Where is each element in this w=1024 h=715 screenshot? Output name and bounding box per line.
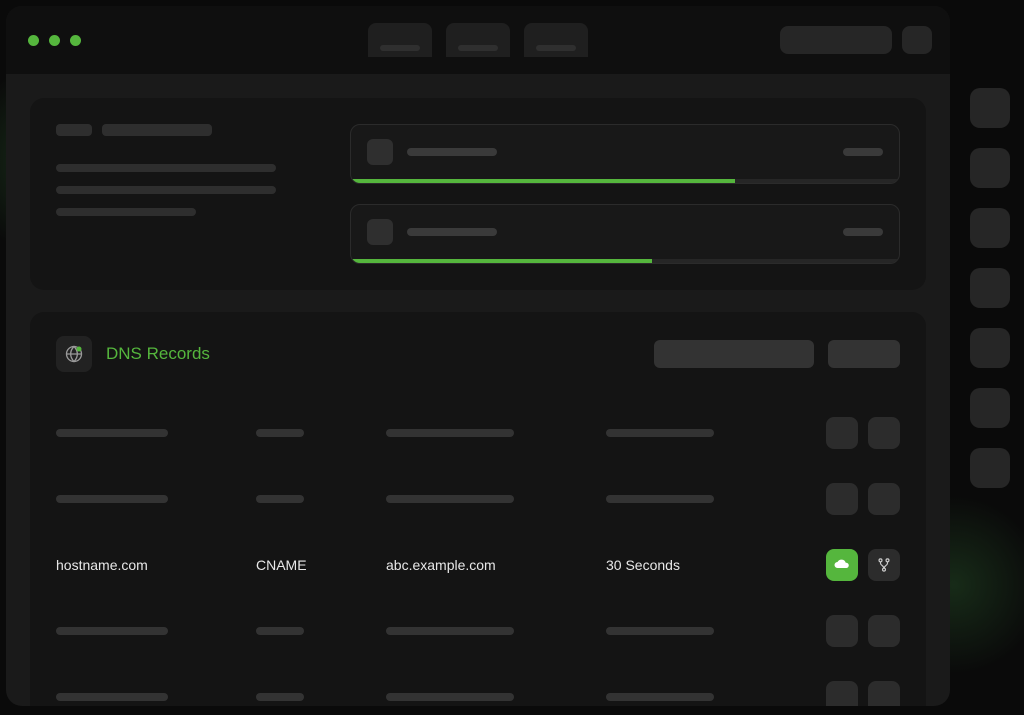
tab[interactable] xyxy=(446,23,510,57)
progress-fill xyxy=(351,179,735,183)
row-action-1[interactable] xyxy=(826,615,858,647)
row-action-1[interactable] xyxy=(826,417,858,449)
sidebar-button[interactable] xyxy=(970,148,1010,188)
tab[interactable] xyxy=(368,23,432,57)
right-sidebar xyxy=(956,6,1024,706)
table-row xyxy=(56,598,900,664)
cell-type: CNAME xyxy=(256,557,386,573)
sidebar-button[interactable] xyxy=(970,208,1010,248)
sidebar-button[interactable] xyxy=(970,388,1010,428)
summary-line-1 xyxy=(56,164,276,172)
progress-card[interactable] xyxy=(350,124,900,184)
dns-header: DNS Records xyxy=(56,336,900,372)
app-window: DNS Records hostname.com CNAME xyxy=(6,6,950,706)
row-action-2[interactable] xyxy=(868,681,900,706)
summary-line-2 xyxy=(56,186,276,194)
row-action-2[interactable] xyxy=(868,483,900,515)
cell-ttl: 30 Seconds xyxy=(606,557,766,573)
dns-header-button[interactable] xyxy=(828,340,900,368)
card-label xyxy=(407,148,497,156)
card-value xyxy=(843,148,883,156)
maximize-dot[interactable] xyxy=(70,35,81,46)
card-icon xyxy=(367,139,393,165)
cell-type xyxy=(256,429,304,437)
titlebar-control-wide[interactable] xyxy=(780,26,892,54)
tab[interactable] xyxy=(524,23,588,57)
cell-host: hostname.com xyxy=(56,557,256,573)
sidebar-button[interactable] xyxy=(970,328,1010,368)
titlebar-control-square[interactable] xyxy=(902,26,932,54)
row-action-2[interactable] xyxy=(868,615,900,647)
cell-ttl xyxy=(606,495,714,503)
row-action-1[interactable] xyxy=(826,681,858,706)
row-action-2[interactable] xyxy=(868,417,900,449)
table-row xyxy=(56,664,900,706)
sidebar-button[interactable] xyxy=(970,88,1010,128)
sidebar-button[interactable] xyxy=(970,448,1010,488)
summary-left xyxy=(56,124,326,264)
cell-ttl xyxy=(606,627,714,635)
progress-card-list xyxy=(350,124,900,264)
cell-host xyxy=(56,693,168,701)
dns-records-panel: DNS Records hostname.com CNAME xyxy=(30,312,926,706)
cell-host xyxy=(56,429,168,437)
titlebar xyxy=(6,6,950,74)
titlebar-right-controls xyxy=(780,26,932,54)
minimize-dot[interactable] xyxy=(49,35,60,46)
cell-value xyxy=(386,495,514,503)
tab-strip xyxy=(368,23,588,57)
cell-host xyxy=(56,627,168,635)
table-row: hostname.com CNAME abc.example.com 30 Se… xyxy=(56,532,900,598)
cell-ttl xyxy=(606,693,714,701)
dns-title: DNS Records xyxy=(106,344,640,364)
table-row xyxy=(56,400,900,466)
progress-card[interactable] xyxy=(350,204,900,264)
close-dot[interactable] xyxy=(28,35,39,46)
summary-line-3 xyxy=(56,208,196,216)
cell-type xyxy=(256,627,304,635)
cell-value: abc.example.com xyxy=(386,557,606,573)
cell-type xyxy=(256,693,304,701)
sidebar-button[interactable] xyxy=(970,268,1010,308)
globe-icon xyxy=(56,336,92,372)
progress-fill xyxy=(351,259,652,263)
branch-icon[interactable] xyxy=(868,549,900,581)
dns-header-search[interactable] xyxy=(654,340,814,368)
cell-value xyxy=(386,429,514,437)
progress-track xyxy=(351,259,899,263)
traffic-lights xyxy=(28,35,81,46)
cell-ttl xyxy=(606,429,714,437)
card-value xyxy=(843,228,883,236)
summary-badge xyxy=(56,124,92,136)
row-action-1[interactable] xyxy=(826,483,858,515)
cell-value xyxy=(386,693,514,701)
summary-panel xyxy=(30,98,926,290)
cell-type xyxy=(256,495,304,503)
progress-track xyxy=(351,179,899,183)
table-row xyxy=(56,466,900,532)
dns-rows: hostname.com CNAME abc.example.com 30 Se… xyxy=(56,400,900,706)
summary-title xyxy=(102,124,212,136)
cell-host xyxy=(56,495,168,503)
card-label xyxy=(407,228,497,236)
cdn-icon[interactable] xyxy=(826,549,858,581)
cell-value xyxy=(386,627,514,635)
card-icon xyxy=(367,219,393,245)
